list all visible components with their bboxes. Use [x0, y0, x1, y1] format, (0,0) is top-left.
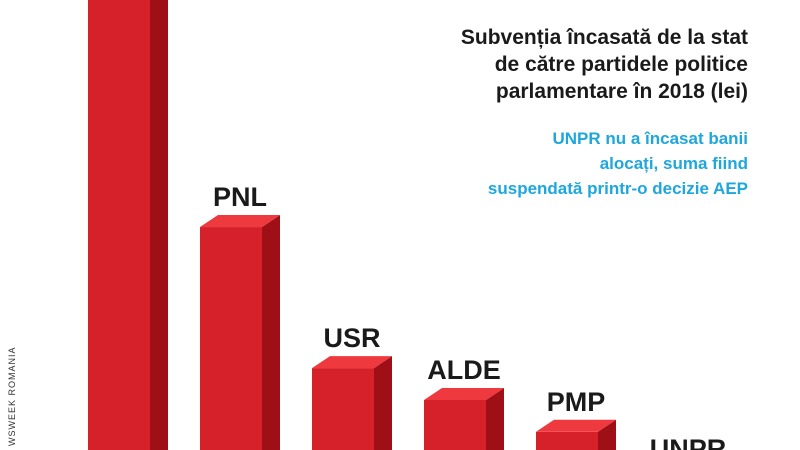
bar-side-usr: [374, 356, 392, 450]
title-line-3: parlamentare în 2018 (lei): [495, 80, 748, 103]
note-line-1: UNPR nu a încasat banii: [552, 129, 748, 148]
bar-label-pmp: PMP: [547, 387, 606, 417]
bar-pmp: [536, 431, 598, 450]
bar-usr: [312, 368, 374, 450]
bar-pnl: [200, 227, 262, 450]
bar-side-alde: [486, 387, 504, 450]
title-line-2: de către partidele politice: [494, 53, 748, 76]
bar-label-alde: ALDE: [427, 355, 501, 385]
note-line-3: suspendată printr-o decizie AEP: [487, 179, 748, 198]
bar-label-pnl: PNL: [213, 182, 267, 212]
bar-top-usr: [312, 356, 392, 369]
bar-side-pmp: [598, 419, 616, 450]
bar-label-unpr: UNPR: [650, 434, 727, 450]
chart-note: UNPR nu a încasat banii alocați, suma fi…: [368, 126, 748, 201]
bar-top-alde: [424, 387, 504, 400]
bar-alde: [424, 399, 486, 450]
bar-label-usr: USR: [323, 323, 380, 353]
bar-side-pnl: [262, 215, 280, 450]
title-line-1: Subvenția încasată de la stat: [460, 26, 748, 49]
chart-title: Subvenția încasată de la stat de către p…: [368, 24, 748, 105]
bar-party-1: [88, 0, 150, 450]
note-line-2: alocați, suma fiind: [599, 154, 748, 173]
source-credit: WSWEEK ROMANIA: [7, 346, 17, 446]
bar-top-pmp: [536, 419, 616, 432]
bar-side-party-1: [150, 0, 168, 450]
bar-top-pnl: [200, 215, 280, 228]
